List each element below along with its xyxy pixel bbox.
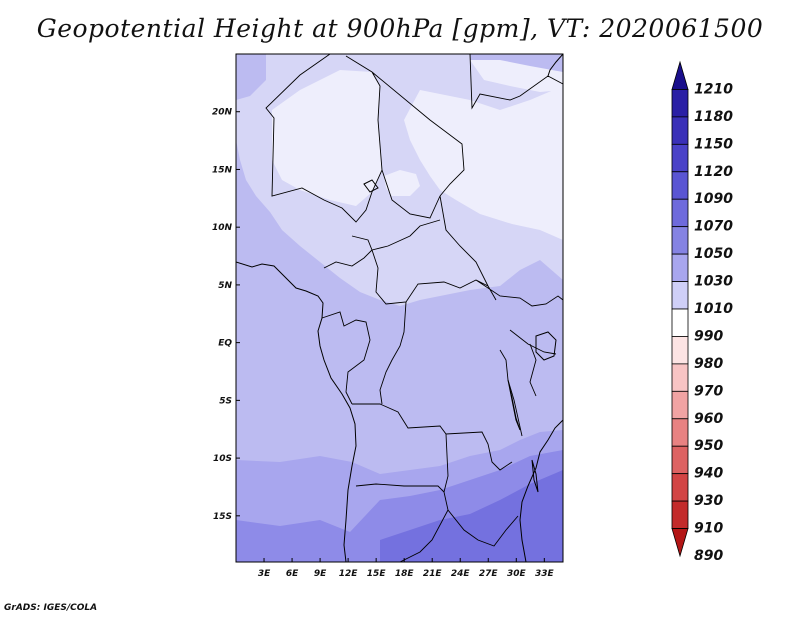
y-tick-label: 10N [212,223,233,233]
colorbar-label: 1090 [694,191,733,207]
colorbar-swatch [671,473,689,502]
y-tick-label: 5N [218,281,232,291]
colorbar-label: 1150 [694,136,733,152]
lake-chad [363,179,379,193]
lake-tanganyika [507,379,521,431]
colorbar-label: 1180 [694,109,733,125]
colorbar-swatch [671,143,689,173]
colorbar-label: 1210 [694,81,733,97]
colorbar-swatch [671,336,689,365]
field-band [404,86,563,240]
colorbar-swatch [671,500,689,529]
lake-victoria [535,331,557,361]
y-tick-label: EQ [218,339,232,349]
colorbar-label: 910 [694,521,723,537]
colorbar-swatch [671,198,689,228]
colorbar-label: 960 [694,411,723,427]
y-tick-label: 15S [213,512,232,522]
colorbar-label: 1030 [694,274,733,290]
colorbar-swatch [671,363,689,392]
colorbar-swatch [671,253,689,282]
x-tick-label: 3E [258,569,271,579]
field-band [380,470,563,562]
x-tick-label: 30E [507,569,527,579]
colorbar-label: 930 [694,493,723,509]
colorbar-swatch [671,171,689,200]
x-tick-label: 18E [395,569,415,579]
field-band [272,70,382,206]
map-frame [235,53,564,563]
country-borders [236,54,563,562]
colorbar: 1210 1180 1150 1120 1090 1070 1050 1030 1010 990 9… [671,60,733,564]
colorbar-swatch [671,528,689,558]
colorbar-label: 980 [694,356,723,372]
colorbar-swatch [671,445,689,475]
colorbar-label: 970 [694,383,723,399]
y-tick-label: 10S [213,454,232,464]
colorbar-swatch [671,89,689,118]
field-band [384,170,420,196]
x-tick-label: 6E [286,569,299,579]
coastline-east [519,54,563,562]
x-tick-label: 24E [451,569,471,579]
coastline [236,261,357,562]
x-tick-label: 12E [339,569,359,579]
colorbar-swatch [671,60,689,90]
x-tick-label: 15E [367,569,387,579]
axis-ticks: 3E 6E 9E 12E 15E 18E 21E 24E 27E 30E 33E 20N 15N 10N 5… [212,108,555,579]
x-tick-label: 27E [479,569,499,579]
x-tick-label: 21E [423,569,443,579]
height-field [236,54,563,562]
colorbar-label: 940 [694,466,723,482]
colorbar-swatch [671,226,689,255]
field-band [470,60,563,92]
colorbar-label: 1010 [694,301,733,317]
colorbar-label: 950 [694,438,723,454]
y-tick-label: 20N [212,108,233,118]
colorbar-label: 1070 [694,219,733,235]
lake-malawi [531,459,539,493]
colorbar-swatch [671,308,689,337]
colorbar-label: 890 [694,548,723,564]
y-tick-label: 5S [219,396,232,406]
colorbar-label: 1050 [694,246,733,262]
colorbar-swatch [671,281,689,310]
chart-title: Geopotential Height at 900hPa [gpm], VT:… [36,14,764,43]
y-tick-label: 15N [212,165,233,175]
x-tick-label: 9E [314,569,327,579]
credit-text: GrADS: IGES/COLA [4,603,98,613]
colorbar-label: 1120 [694,164,733,180]
colorbar-swatch [671,418,689,447]
x-tick-label: 33E [535,569,555,579]
colorbar-swatch [671,116,689,145]
colorbar-swatch [671,390,689,420]
colorbar-label: 990 [694,328,723,344]
